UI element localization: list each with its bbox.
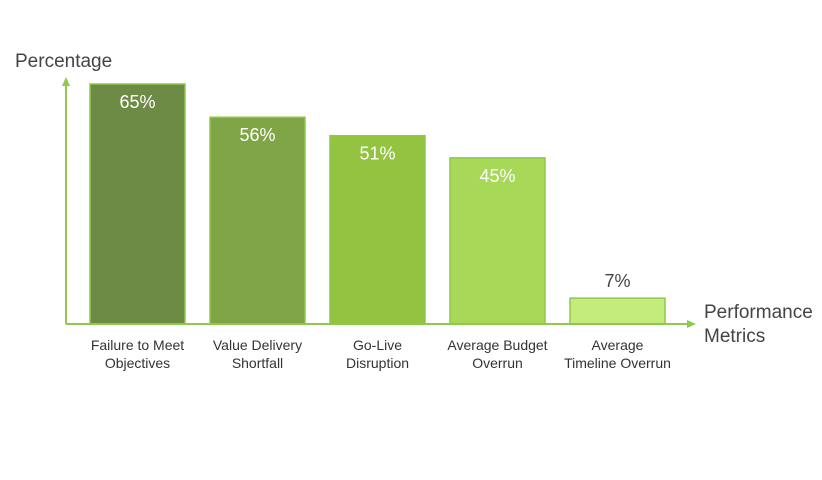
bar	[209, 116, 306, 325]
bar	[89, 83, 186, 325]
category-label: Overrun	[472, 355, 523, 371]
value-label: 45%	[479, 166, 515, 186]
x-axis-title-line: Metrics	[704, 326, 765, 347]
category-label: Average Budget	[447, 337, 547, 353]
value-label: 7%	[604, 271, 630, 291]
category-label: Value Delivery	[213, 337, 302, 353]
axes-group	[62, 77, 696, 328]
category-label: Failure to Meet	[91, 337, 184, 353]
x-axis-title-line: Performance	[704, 302, 813, 323]
y-axis-title: Percentage	[15, 51, 112, 72]
value-labels: 65% 56% 51% 45% 7%	[119, 92, 630, 291]
category-label: Go-Live	[353, 337, 402, 353]
value-label: 56%	[239, 125, 275, 145]
value-label: 65%	[119, 92, 155, 112]
category-label: Shortfall	[232, 355, 283, 371]
bars-group	[89, 83, 666, 325]
category-labels: Failure to Meet Objectives Value Delivery S…	[91, 337, 671, 371]
category-label: Disruption	[346, 355, 409, 371]
value-label: 51%	[359, 144, 395, 164]
bar	[449, 157, 546, 325]
category-label: Timeline Overrun	[564, 355, 671, 371]
x-axis-arrow-icon	[687, 320, 696, 328]
category-label: Average	[592, 337, 644, 353]
category-label: Objectives	[105, 355, 170, 371]
bar	[569, 297, 666, 325]
x-axis-title: Performance Metrics	[704, 302, 813, 347]
bar	[329, 134, 426, 325]
y-axis-arrow-icon	[62, 77, 70, 86]
